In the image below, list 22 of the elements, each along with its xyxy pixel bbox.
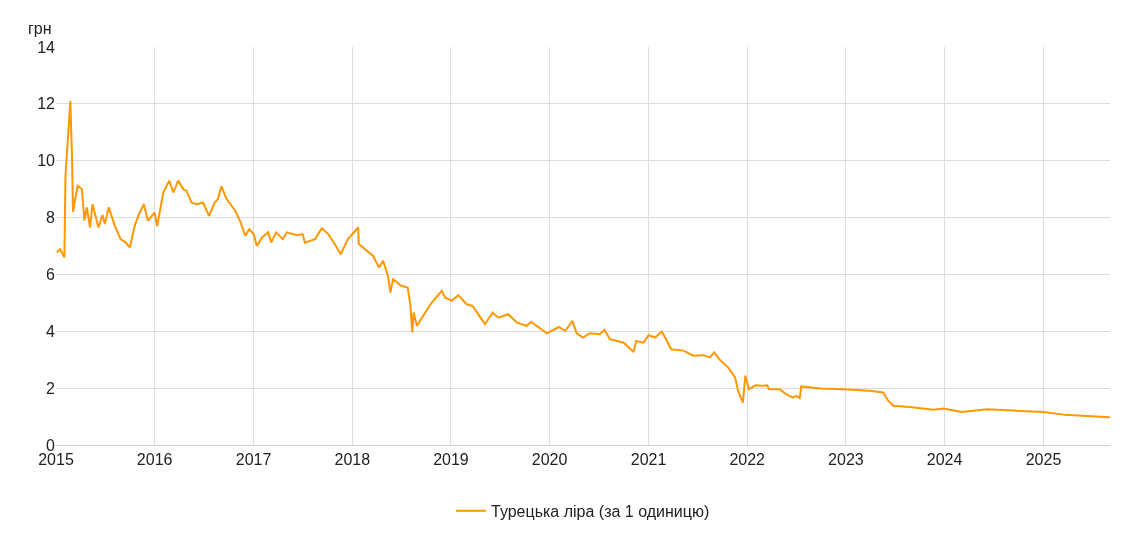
y-tick-label: 14: [37, 38, 56, 56]
y-tick-label: 4: [46, 322, 56, 340]
x-tick-label: 2023: [828, 451, 864, 469]
y-tick-label: 8: [46, 209, 56, 227]
x-tick-label: 2019: [433, 451, 469, 469]
line-series: [56, 100, 1110, 419]
x-tick-label: 2022: [729, 451, 766, 469]
y-tick-label: 12: [37, 95, 56, 113]
legend-label: Турецька ліра (за 1 одиницю): [491, 503, 710, 521]
x-tick-label: 2021: [630, 451, 667, 469]
x-tick-label: 2017: [235, 451, 272, 469]
x-tick-label: 2015: [38, 451, 74, 469]
x-tick-label: 2016: [136, 451, 173, 469]
x-tick-label: 2020: [531, 451, 568, 469]
x-tick-label: 2018: [334, 451, 371, 469]
y-tick-label: 2: [46, 379, 56, 397]
x-tick-label: 2024: [926, 451, 963, 469]
y-tick-label: 6: [46, 266, 56, 284]
y-tick-label: 10: [37, 152, 56, 170]
y-axis-title: грн: [28, 20, 52, 37]
y-tick-label: 0: [46, 436, 56, 454]
x-tick-label: 2025: [1025, 451, 1062, 469]
